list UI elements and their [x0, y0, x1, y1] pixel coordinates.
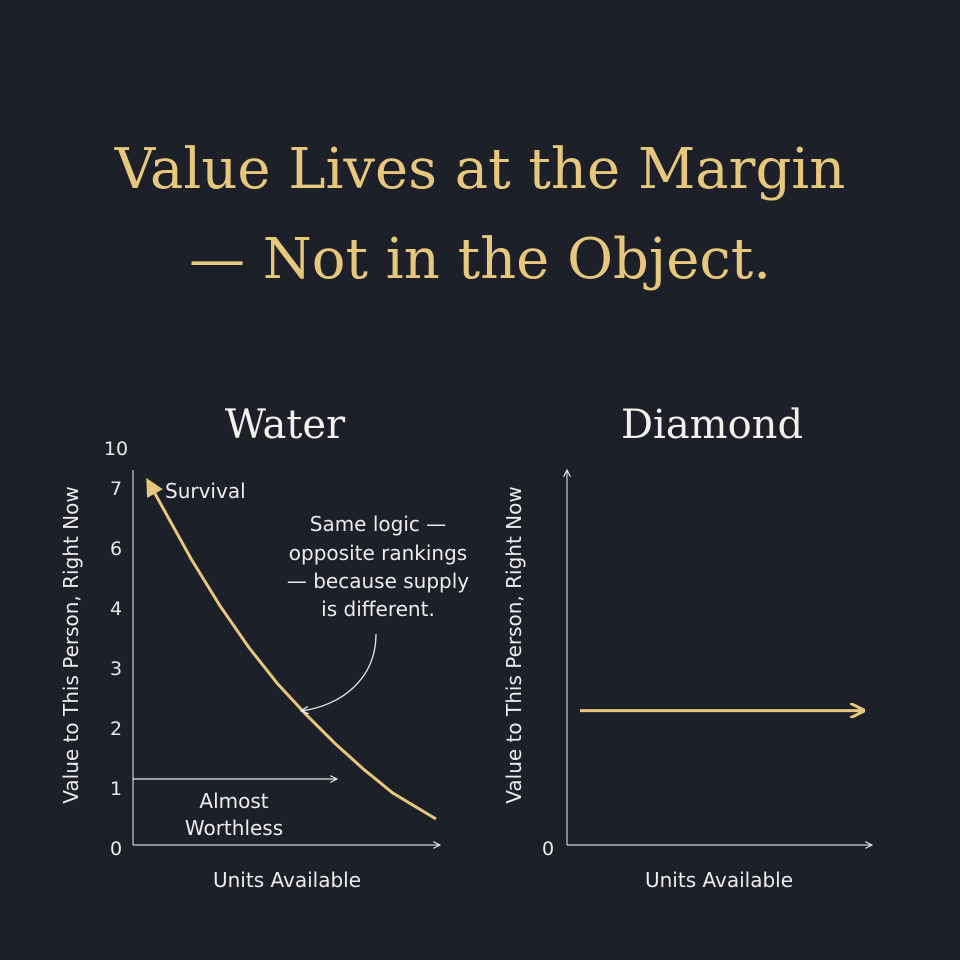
note-line-2: opposite rankings — [289, 541, 467, 565]
note-line-4: is different. — [321, 597, 435, 621]
diamond-chart-title: Diamond — [621, 402, 803, 448]
water-y-tick-7: 7 — [110, 478, 122, 500]
water-y-tick-10: 10 — [104, 438, 128, 460]
diamond-y-axis-label: Value to This Person, Right Now — [502, 486, 526, 803]
water-chart-title: Water — [225, 402, 346, 448]
water-note: Same logic — opposite rankings — because… — [287, 512, 469, 621]
headline: Value Lives at the Margin — Not in the O… — [0, 125, 960, 305]
note-line-1: Same logic — — [310, 512, 447, 536]
water-y-tick-3: 3 — [110, 658, 122, 680]
water-almost-label: Almost — [199, 789, 268, 813]
note-pointer-arrow — [301, 633, 377, 711]
water-x-axis-label: Units Available — [213, 868, 361, 892]
water-y-tick-1: 1 — [110, 778, 122, 800]
water-y-tick-4: 4 — [110, 598, 122, 620]
water-y-tick-6: 6 — [110, 538, 122, 560]
water-y-axis-label: Value to This Person, Right Now — [59, 486, 83, 803]
diamond-x-axis-label: Units Available — [645, 868, 793, 892]
water-y-tick-0: 0 — [110, 838, 122, 860]
note-line-3: — because supply — [287, 569, 469, 593]
headline-line-2: — Not in the Object. — [188, 227, 772, 292]
water-chart: Water 0 1 2 3 4 6 7 10 Units Available Value to… — [59, 402, 469, 892]
water-y-tick-2: 2 — [110, 718, 122, 740]
water-marginal-value-curve — [146, 477, 437, 821]
water-y-ticks: 0 1 2 3 4 6 7 10 — [104, 438, 128, 860]
diamond-y-tick-0: 0 — [542, 838, 554, 860]
diamond-chart: Diamond 0 Units Available Value to This … — [502, 402, 872, 892]
water-worthless-label: Worthless — [185, 816, 283, 840]
water-survival-label: Survival — [165, 479, 246, 503]
headline-line-1: Value Lives at the Margin — [114, 137, 846, 202]
